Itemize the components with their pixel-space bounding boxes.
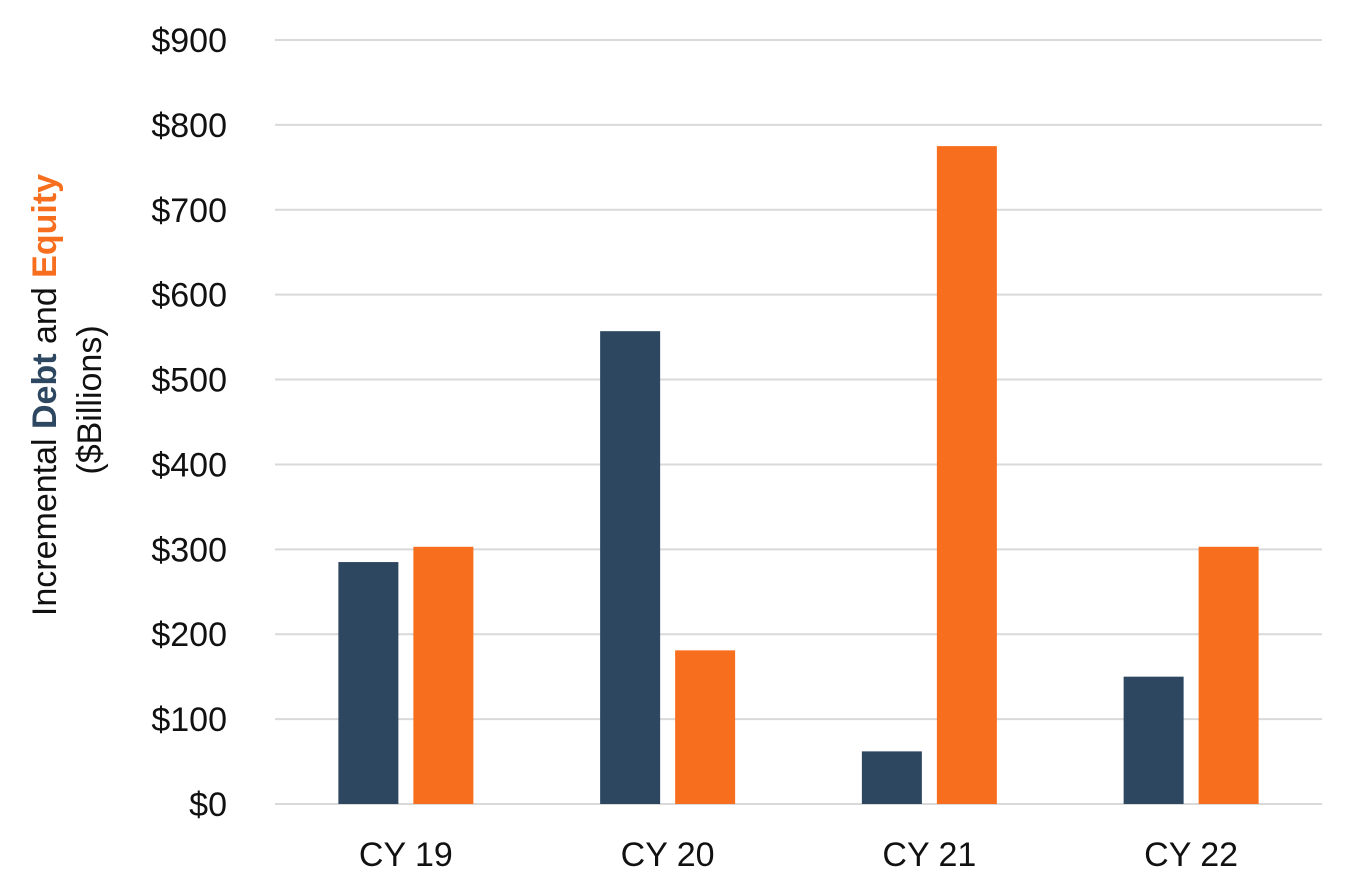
y-tick-label: $700 (151, 192, 227, 230)
y-tick-label: $600 (151, 277, 227, 315)
y-axis-title-part-1: Incremental (26, 429, 64, 616)
x-tick-label: CY 19 (359, 836, 453, 874)
bar-cy-22-series-1 (1123, 676, 1184, 804)
y-tick-label: $300 (151, 531, 227, 569)
y-tick-label: $400 (151, 446, 227, 484)
bar-cy-20-series-2 (675, 650, 736, 804)
y-tick-label: $100 (151, 701, 227, 739)
x-tick-label: CY 21 (882, 836, 976, 874)
y-tick-labels: $0 $100 $200 $300 $400 $500 $600 $700 $800 $900 (151, 22, 227, 824)
y-axis-title-debt: Debt (26, 353, 64, 429)
x-tick-labels: CY 19 CY 20 CY 21 CY 22 (359, 836, 1238, 874)
y-tick-label: $900 (151, 22, 227, 60)
bar-cy-19-series-1 (338, 562, 399, 804)
y-axis-title-line2: ($Billions) (71, 325, 109, 474)
bar-cy-22-series-2 (1198, 546, 1259, 804)
y-tick-label: $0 (189, 786, 227, 824)
x-tick-label: CY 22 (1144, 836, 1238, 874)
y-axis-title-line1: Incremental Debt and Equity (26, 174, 64, 616)
bars (338, 146, 1259, 805)
bar-cy-21-series-1 (861, 751, 922, 804)
y-tick-label: $800 (151, 107, 227, 145)
x-tick-label: CY 20 (621, 836, 715, 874)
y-axis-title-equity: Equity (26, 174, 64, 278)
bar-cy-21-series-2 (936, 146, 997, 805)
y-tick-label: $200 (151, 616, 227, 654)
y-axis-title: Incremental Debt and Equity ($Billions) (26, 174, 109, 616)
y-tick-label: $500 (151, 362, 227, 400)
y-axis-title-part-3: and (26, 278, 64, 354)
bar-cy-19-series-2 (413, 546, 474, 804)
bar-cy-20-series-1 (600, 331, 661, 804)
